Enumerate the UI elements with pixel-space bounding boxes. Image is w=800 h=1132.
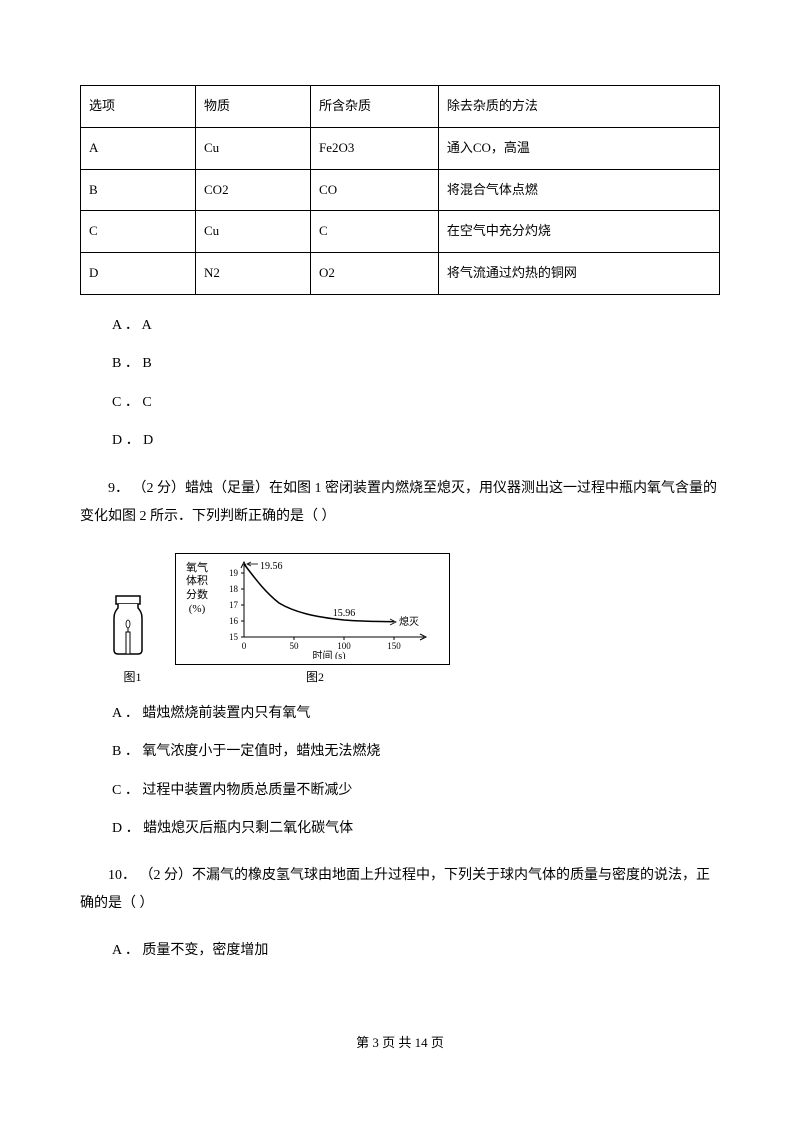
chart-box: 氧气 体积 分数 (%) 19 18 17 16 15 0 50 100 150…: [175, 553, 450, 665]
xtick: 0: [242, 641, 247, 651]
q9-option-b: B ． 氧气浓度小于一定值时，蜡烛无法燃烧: [112, 741, 720, 763]
oxygen-chart: 19 18 17 16 15 0 50 100 150 时间 (s) 19.56…: [224, 559, 434, 659]
xtick: 150: [387, 641, 401, 651]
curve: [244, 564, 394, 622]
end-value-label: 15.96: [333, 608, 356, 619]
x-axis-label: 时间 (s): [312, 649, 345, 659]
figure-1: 图1: [110, 594, 155, 687]
xtick: 100: [337, 641, 351, 651]
answer-option-b: B ． B: [112, 353, 720, 375]
question-10-text: 10． （2 分）不漏气的橡皮氢气球由地面上升过程中，下列关于球内气体的质量与密…: [80, 862, 720, 918]
figure-2-label: 图2: [175, 668, 455, 687]
table-header-row: 选项 物质 所含杂质 除去杂质的方法: [81, 86, 720, 128]
start-value-label: 19.56: [260, 561, 283, 572]
q10-option-a: A ． 质量不变，密度增加: [112, 940, 720, 962]
q9-option-a: A ． 蜡烛燃烧前装置内只有氧气: [112, 703, 720, 725]
jar-icon: [110, 594, 146, 656]
header-impurity: 所含杂质: [311, 86, 439, 128]
header-method: 除去杂质的方法: [438, 86, 719, 128]
question-9-text: 9． （2 分）蜡烛（足量）在如图 1 密闭装置内燃烧至熄灭，用仪器测出这一过程…: [80, 475, 720, 531]
figure-2: 氧气 体积 分数 (%) 19 18 17 16 15 0 50 100 150…: [175, 553, 455, 687]
q9-option-d: D ． 蜡烛熄灭后瓶内只剩二氧化碳气体: [112, 818, 720, 840]
header-substance: 物质: [196, 86, 311, 128]
q9-option-c: C ． 过程中装置内物质总质量不断减少: [112, 780, 720, 802]
y-axis-label: 氧气 体积 分数 (%): [179, 562, 215, 617]
end-label: 熄灭: [399, 615, 419, 628]
table-row: D N2 O2 将气流通过灼热的铜网: [81, 253, 720, 295]
table-row: A Cu Fe2O3 通入CO，高温: [81, 127, 720, 169]
impurity-table: 选项 物质 所含杂质 除去杂质的方法 A Cu Fe2O3 通入CO，高温 B …: [80, 85, 720, 295]
table-row: B CO2 CO 将混合气体点燃: [81, 169, 720, 211]
ytick: 17: [229, 600, 239, 610]
ytick: 16: [229, 616, 239, 626]
page-footer: 第 3 页 共 14 页: [80, 1033, 720, 1054]
ytick: 15: [229, 632, 239, 642]
header-option: 选项: [81, 86, 196, 128]
answer-option-c: C ． C: [112, 392, 720, 414]
table-row: C Cu C 在空气中充分灼烧: [81, 211, 720, 253]
ytick: 19: [229, 568, 239, 578]
ytick: 18: [229, 584, 239, 594]
figures-container: 图1 氧气 体积 分数 (%) 19 18 17 16 15 0 50: [110, 553, 720, 687]
figure-1-label: 图1: [110, 668, 155, 687]
answer-option-d: D ． D: [112, 430, 720, 452]
xtick: 50: [290, 641, 300, 651]
answer-option-a: A ． A: [112, 315, 720, 337]
